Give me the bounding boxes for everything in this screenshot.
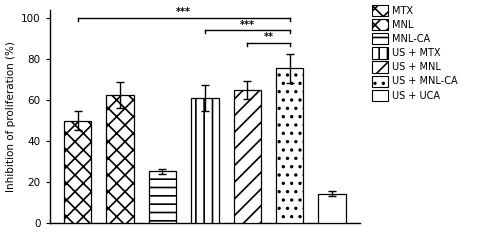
- Bar: [148, 171, 176, 223]
- Bar: [106, 95, 134, 223]
- Bar: [318, 194, 346, 223]
- Text: ***: ***: [176, 7, 191, 17]
- Y-axis label: Inhibition of proliferation (%): Inhibition of proliferation (%): [6, 41, 16, 192]
- Bar: [276, 68, 303, 223]
- Text: **: **: [264, 32, 274, 42]
- Text: ***: ***: [240, 20, 255, 30]
- Bar: [234, 90, 261, 223]
- Bar: [64, 121, 92, 223]
- Legend: MTX, MNL, MNL-CA, US + MTX, US + MNL, US + MNL-CA, US + UCA: MTX, MNL, MNL-CA, US + MTX, US + MNL, US…: [371, 4, 459, 102]
- Bar: [191, 98, 218, 223]
